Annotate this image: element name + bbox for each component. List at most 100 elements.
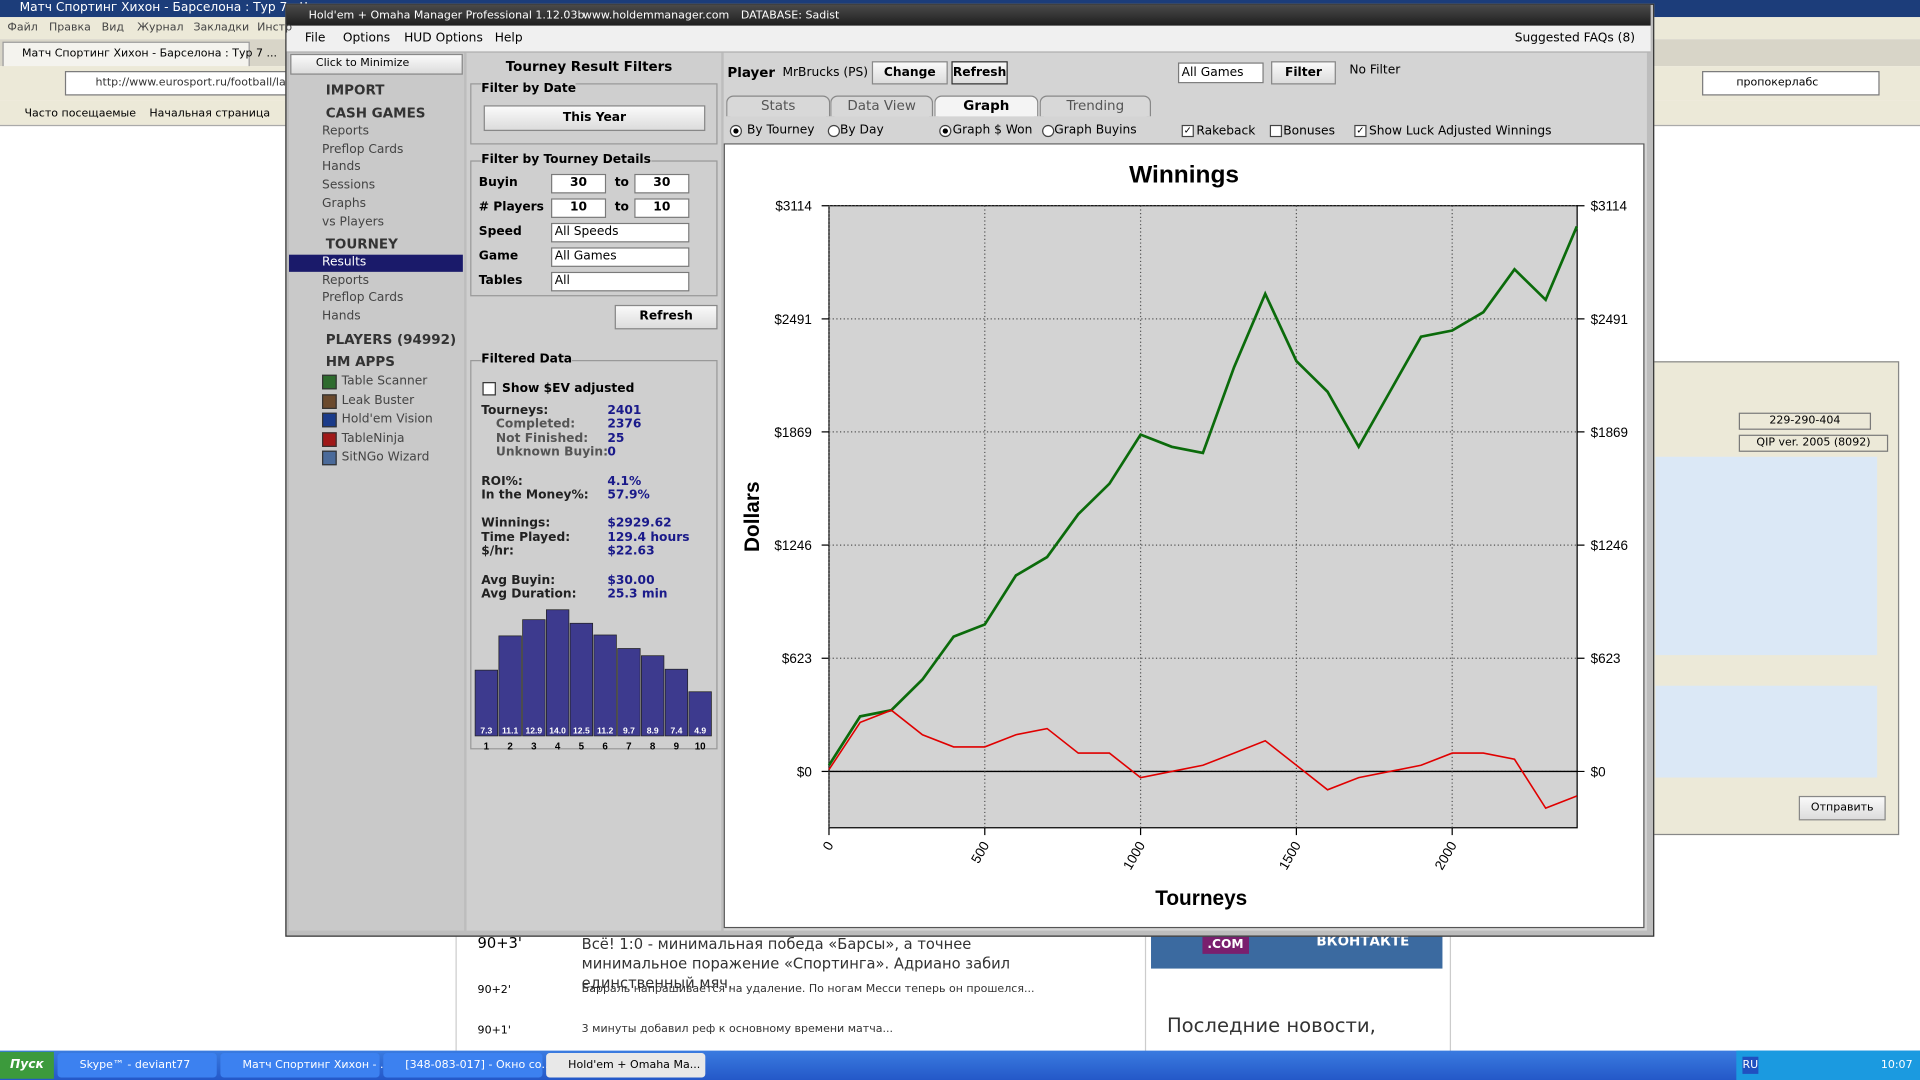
menu-item[interactable]: HUD Options [404, 31, 483, 46]
app-icon [322, 374, 337, 390]
x-tick-label: 1000 [1120, 839, 1148, 872]
sidebar-item[interactable]: Reports [322, 273, 370, 288]
input[interactable]: 30 [551, 173, 607, 194]
radio[interactable] [939, 124, 952, 138]
x-tick-label: 2000 [1432, 839, 1460, 872]
stat-label: Tourneys: [481, 404, 549, 418]
y-tick-label-right: $0 [1591, 764, 1606, 779]
sidebar-item[interactable]: Hands [322, 160, 361, 175]
checkbox[interactable] [1269, 124, 1283, 138]
menu-item[interactable]: File [304, 31, 326, 46]
sidebar-item[interactable]: Hold'em Vision [341, 412, 433, 427]
task-button[interactable]: Skype™ - deviant77 [57, 1053, 217, 1078]
app-icon [322, 450, 337, 466]
sidebar-header[interactable]: IMPORT [325, 82, 385, 98]
browser-menu-item[interactable]: Правка [48, 22, 91, 35]
browser-menu-item[interactable]: Закладки [193, 22, 250, 35]
sidebar-item[interactable]: vs Players [322, 214, 385, 229]
sidebar-item[interactable]: Table Scanner [341, 374, 428, 389]
select[interactable]: All Speeds [551, 222, 690, 243]
sidebar-item[interactable]: Preflop Cards [322, 142, 404, 157]
qip-chat [1655, 456, 1878, 656]
hm-menubar [286, 25, 1651, 53]
ev-checkbox[interactable] [482, 382, 496, 396]
menu-item[interactable]: Help [494, 31, 523, 46]
stat-label: Winnings: [481, 517, 551, 531]
start-button[interactable]: Пуск [0, 1051, 54, 1079]
url-bar[interactable] [64, 71, 298, 96]
stat-label: In the Money%: [481, 488, 589, 503]
tab[interactable]: Stats [726, 95, 831, 117]
input[interactable]: 10 [551, 198, 607, 218]
filters-title: Tourney Result Filters [505, 58, 673, 75]
radio[interactable] [729, 124, 743, 138]
menu-item[interactable]: Options [342, 31, 391, 46]
sidebar-header[interactable]: CASH GAMES [325, 105, 426, 122]
select[interactable]: All [551, 271, 690, 292]
faq[interactable]: Suggested FAQs (8) [1514, 31, 1636, 46]
bar-value-label: 12.9 [526, 725, 543, 735]
x-tick-label: 0 [820, 839, 837, 853]
x-axis-label: Tourneys [1155, 887, 1247, 910]
search-bar[interactable] [1702, 71, 1880, 96]
games-select[interactable]: All Games [1177, 62, 1264, 84]
bar-value-label: 11.2 [597, 725, 613, 735]
task-button[interactable]: [348-083-017] - Окно со... [383, 1053, 552, 1078]
checkbox[interactable]: ✓ [1181, 124, 1194, 138]
sidebar-item[interactable]: Reports [322, 124, 370, 139]
search-text: пропокерлабс [1736, 77, 1819, 90]
select[interactable]: All Games [551, 247, 690, 267]
input[interactable]: 10 [634, 198, 690, 218]
sidebar-item[interactable]: Leak Buster [341, 393, 415, 408]
histogram-bar [498, 635, 522, 737]
field-label: Speed [478, 225, 522, 239]
radio[interactable] [1042, 124, 1055, 138]
task-button[interactable]: Матч Спортинг Хихон - ... [220, 1053, 391, 1078]
radio[interactable] [827, 124, 841, 138]
ev-checkbox-label: Show $EV adjusted [502, 382, 635, 396]
sidebar-item[interactable]: TableNinja [341, 431, 405, 446]
sidebar-header[interactable]: TOURNEY [325, 236, 398, 253]
qip-send[interactable]: Отправить [1798, 795, 1886, 821]
bookmark[interactable]: Начальная страница [149, 107, 271, 121]
stat-label: ROI%: [481, 474, 523, 489]
sidebar-item[interactable]: Graphs [322, 196, 366, 211]
group-filtered [470, 360, 718, 750]
sidebar-header[interactable]: HM APPS [325, 353, 395, 370]
browser-menu-item[interactable]: Журнал [137, 22, 184, 35]
browser-menu-item[interactable]: Вид [101, 22, 124, 35]
stat-value: $22.63 [607, 545, 655, 559]
stat-value: 4.1% [607, 474, 642, 489]
checkbox-label: Bonuses [1283, 124, 1335, 139]
tab[interactable]: Graph [934, 95, 1039, 117]
sidebar-item[interactable]: Hands [322, 309, 361, 324]
input[interactable]: 30 [634, 173, 690, 194]
hm-database: DATABASE: Sadist [740, 9, 840, 23]
bar-category-label: 6 [602, 741, 608, 752]
tab[interactable]: Data View [830, 95, 934, 117]
y-tick-label-right: $623 [1591, 651, 1621, 666]
refresh-button[interactable]: Refresh [951, 61, 1008, 85]
field-label: to [614, 200, 629, 215]
sidebar-item[interactable]: Sessions [322, 178, 376, 193]
sidebar-item[interactable]: Results [322, 255, 367, 270]
app-icon [322, 393, 337, 409]
filters-refresh[interactable]: Refresh [614, 304, 718, 330]
checkbox[interactable]: ✓ [1354, 124, 1367, 138]
minimize-button[interactable] [290, 53, 463, 75]
filter-button[interactable]: Filter [1271, 61, 1336, 85]
qip-input [1655, 685, 1878, 778]
change-button[interactable]: Change [871, 61, 948, 85]
date-button[interactable]: This Year [483, 105, 706, 132]
bar-category-label: 9 [674, 741, 680, 752]
stat-value: 2401 [607, 404, 642, 418]
checkbox-label: Rakeback [1196, 124, 1256, 139]
bookmark[interactable]: Часто посещаемые [24, 107, 137, 121]
sidebar-item[interactable]: Preflop Cards [322, 291, 404, 306]
task-button[interactable]: Hold'em + Omaha Ma... [546, 1053, 706, 1078]
browser-menu-item[interactable]: Инстр [257, 22, 293, 35]
sidebar-item[interactable]: SitNGo Wizard [341, 450, 430, 465]
browser-menu-item[interactable]: Файл [7, 22, 38, 35]
tab[interactable]: Trending [1039, 95, 1152, 117]
sidebar-header[interactable]: PLAYERS (94992) [325, 331, 457, 348]
